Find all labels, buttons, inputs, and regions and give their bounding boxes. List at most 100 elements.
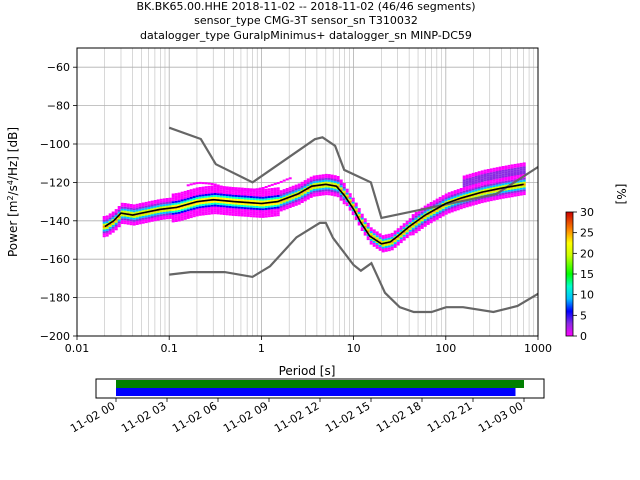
- heatmap-cell: [318, 178, 322, 181]
- heatmap-cell: [255, 204, 259, 206]
- heatmap-cell: [117, 215, 121, 218]
- heatmap-cell: [282, 192, 286, 195]
- heatmap-cell: [297, 202, 301, 205]
- heatmap-cell: [156, 201, 160, 204]
- heatmap-cell: [420, 217, 424, 220]
- heatmap-cell: [447, 198, 451, 200]
- heatmap-cell: [249, 211, 253, 214]
- coverage-timeline: 11-02 00 11-02 03 11-02 06 11-02 09 11-02 12…: [68, 378, 545, 435]
- heatmap-cell: [369, 233, 373, 235]
- heatmap-cell: [186, 213, 190, 216]
- heatmap-cell: [282, 194, 286, 197]
- heatmap-cell: [255, 196, 259, 199]
- heatmap-cell: [294, 190, 298, 193]
- heatmap-cell: [294, 192, 298, 195]
- heatmap-cell: [465, 190, 469, 192]
- title-line-3: datalogger_type GuralpMinimus+ datalogge…: [140, 29, 472, 42]
- heatmap-cell: [450, 198, 454, 201]
- heatmap-cell: [102, 221, 106, 224]
- heatmap-cell: [489, 185, 493, 188]
- heatmap-cell: [138, 203, 142, 206]
- heatmap-cell: [192, 215, 196, 218]
- heatmap-upper-cell: [477, 178, 481, 181]
- heatmap-cell: [486, 192, 490, 195]
- heatmap-cell: [336, 193, 340, 196]
- heatmap-cell: [246, 207, 250, 210]
- heatmap-cell: [318, 188, 322, 191]
- heatmap-cell: [309, 176, 313, 179]
- heatmap-cell: [153, 211, 157, 214]
- heatmap-cell: [255, 211, 259, 214]
- heatmap-cell: [387, 247, 391, 250]
- heatmap-cell: [294, 184, 298, 187]
- heatmap-upper-cell: [507, 166, 511, 169]
- heatmap-cell: [381, 237, 385, 239]
- heatmap-cell: [468, 200, 472, 203]
- heatmap-cell: [477, 184, 481, 187]
- heatmap-cell: [357, 210, 361, 213]
- heatmap-cell: [270, 207, 274, 210]
- heatmap-cell: [411, 225, 415, 228]
- heatmap-cell: [453, 195, 457, 198]
- heatmap-cell: [228, 213, 232, 216]
- heatmap-cell: [183, 212, 187, 214]
- heatmap-upper-cell: [468, 175, 472, 178]
- heatmap-cell: [447, 211, 451, 214]
- heatmap-cell: [492, 198, 496, 201]
- heatmap-cell: [495, 190, 499, 193]
- heatmap-cell: [489, 181, 493, 184]
- heatmap-cell: [483, 200, 487, 203]
- heatmap-cell: [117, 211, 121, 214]
- heatmap-upper-cell: [474, 175, 478, 178]
- heatmap-cell: [375, 242, 379, 245]
- heatmap-cell: [231, 213, 235, 216]
- heatmap-upper-cell: [462, 177, 466, 180]
- heatmap-cell: [516, 182, 520, 185]
- heatmap-cell: [195, 187, 199, 190]
- heatmap-cell: [249, 203, 253, 206]
- heatmap-cell: [351, 209, 355, 212]
- heatmap-cell: [324, 185, 328, 188]
- heatmap-cell: [285, 201, 289, 204]
- heatmap-cell: [144, 213, 148, 216]
- heatmap-cell: [117, 207, 121, 210]
- heatmap-cell: [213, 194, 217, 197]
- heatmap-cell: [189, 206, 193, 209]
- heatmap-cell: [345, 188, 349, 191]
- heatmap-cell: [201, 209, 205, 212]
- heatmap-cell: [285, 205, 289, 208]
- heatmap-cell: [267, 213, 271, 216]
- heatmap-cell: [396, 237, 400, 240]
- heatmap-cell: [456, 191, 460, 193]
- heatmap-cell: [135, 221, 139, 223]
- heatmap-cell: [144, 201, 148, 204]
- heatmap-cell: [399, 233, 403, 236]
- heatmap-cell: [258, 194, 262, 197]
- heatmap-cell: [480, 181, 484, 184]
- heatmap-cell: [429, 217, 433, 220]
- heatmap-cell: [387, 245, 391, 248]
- heatmap-upper-cell: [480, 176, 484, 179]
- heatmap-cell: [351, 213, 355, 216]
- heatmap-cell: [258, 196, 262, 199]
- heatmap-cell: [195, 191, 199, 194]
- heatmap-cell: [201, 188, 205, 191]
- heatmap-cell: [411, 216, 415, 218]
- heatmap-cell: [453, 205, 457, 208]
- heatmap-upper-cell: [495, 174, 499, 177]
- heatmap-cell: [162, 202, 166, 205]
- heatmap-cell: [366, 228, 370, 231]
- heatmap-cell: [321, 185, 325, 188]
- heatmap-cell: [399, 235, 403, 238]
- heatmap-cell: [393, 240, 397, 243]
- heatmap-cell: [360, 227, 364, 230]
- heatmap-upper-cell: [492, 173, 496, 176]
- heatmap-cell: [105, 226, 109, 229]
- heatmap-cell: [150, 216, 154, 218]
- heatmap-cell: [456, 208, 460, 211]
- heatmap-cell: [123, 206, 127, 209]
- heatmap-cell: [162, 217, 166, 220]
- heatmap-cell: [471, 201, 475, 204]
- heatmap-cell: [102, 233, 106, 236]
- heatmap-cell: [354, 206, 358, 209]
